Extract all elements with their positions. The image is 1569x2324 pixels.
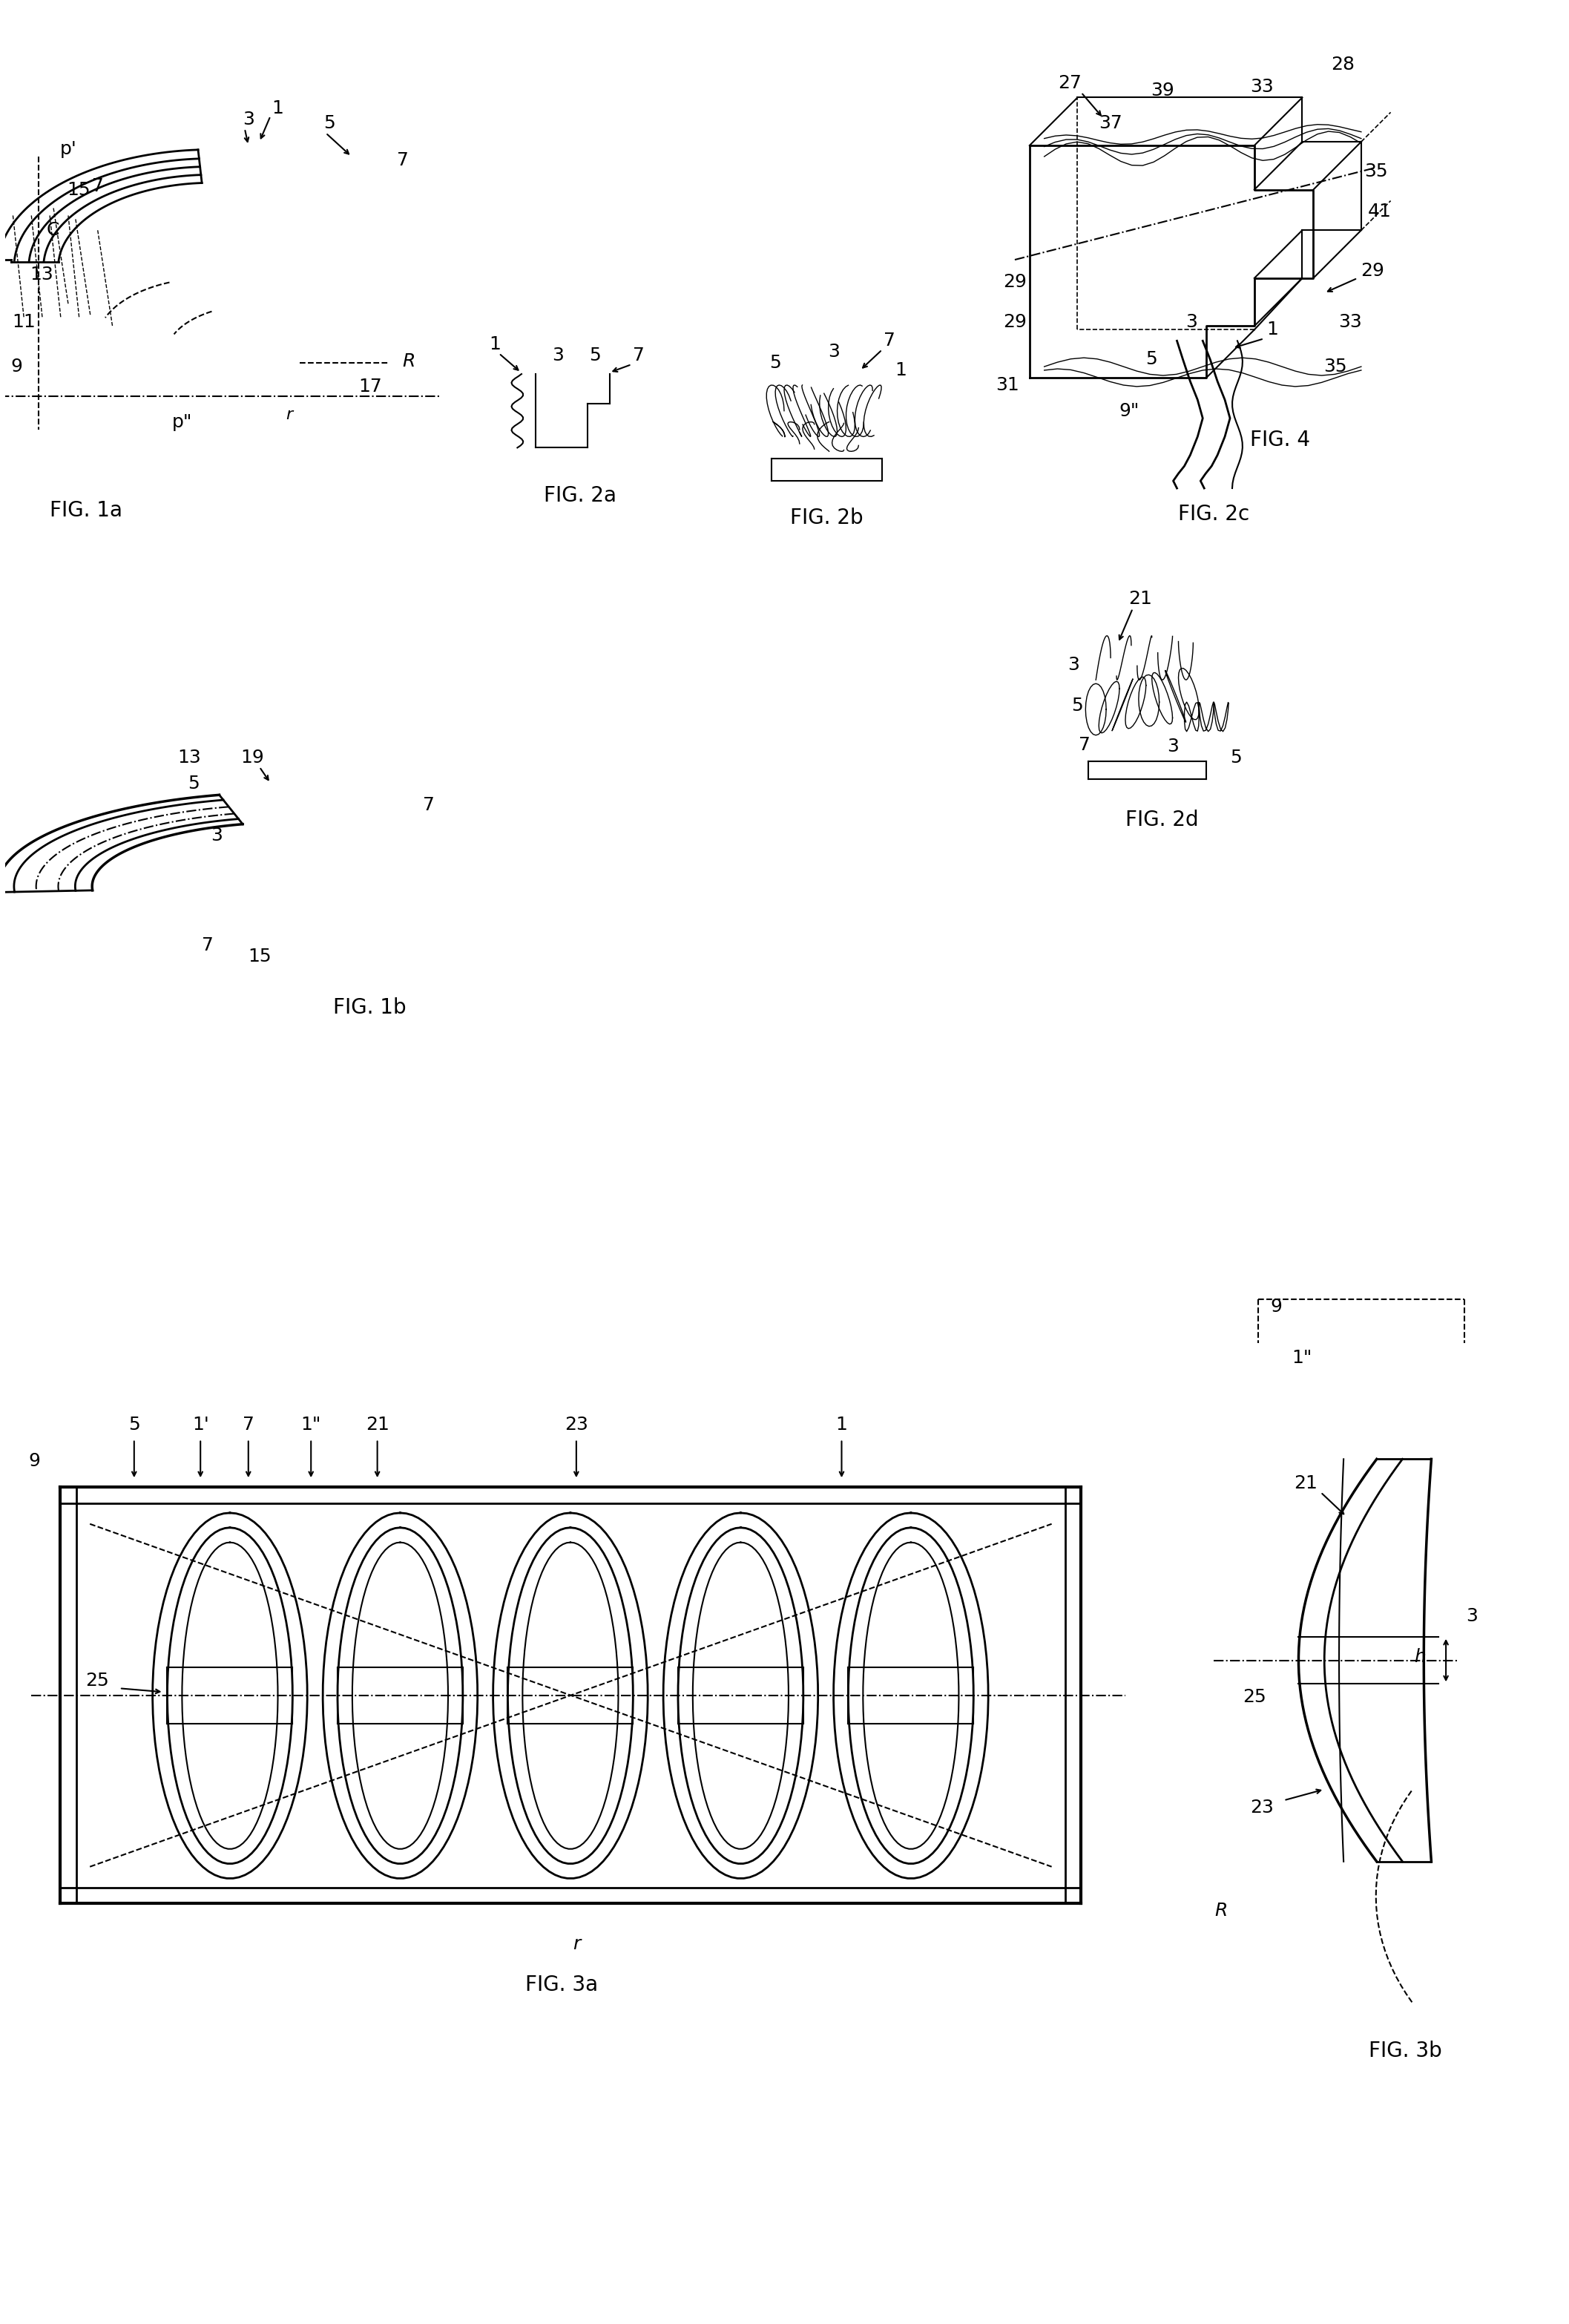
Text: FIG. 2a: FIG. 2a (543, 486, 617, 507)
Text: C: C (47, 221, 60, 239)
Text: 5: 5 (588, 346, 601, 365)
Text: 15: 15 (67, 181, 91, 198)
Text: 11: 11 (13, 314, 36, 332)
Text: 19: 19 (240, 748, 264, 767)
Text: 7: 7 (424, 797, 435, 813)
Text: 1': 1' (191, 1415, 209, 1434)
Text: 5: 5 (129, 1415, 140, 1434)
Text: FIG. 3b: FIG. 3b (1368, 2040, 1442, 2061)
Text: 13: 13 (30, 265, 53, 284)
Text: h: h (1414, 1648, 1426, 1666)
Text: 3: 3 (552, 346, 563, 365)
Text: 3: 3 (243, 112, 254, 128)
Text: 3: 3 (212, 827, 223, 844)
Text: R: R (1214, 1901, 1227, 1920)
Text: 35: 35 (1363, 163, 1387, 181)
Text: 7: 7 (632, 346, 645, 365)
Text: 9: 9 (28, 1452, 41, 1471)
Text: 28: 28 (1331, 56, 1354, 74)
Text: 1": 1" (1291, 1350, 1312, 1367)
Text: 25: 25 (85, 1671, 110, 1690)
Text: 9": 9" (1119, 402, 1139, 421)
Text: 7: 7 (397, 151, 410, 170)
Text: 3: 3 (1167, 737, 1180, 755)
Text: 29: 29 (1003, 314, 1026, 332)
Text: 23: 23 (565, 1415, 588, 1434)
Text: 21: 21 (1294, 1473, 1318, 1492)
Text: p': p' (60, 139, 77, 158)
Text: 25: 25 (1243, 1687, 1266, 1706)
Text: R: R (403, 353, 416, 370)
Text: 1: 1 (894, 363, 907, 379)
Text: 5: 5 (1072, 697, 1083, 713)
Text: 1: 1 (490, 335, 501, 353)
Text: r: r (573, 1936, 581, 1952)
Text: 7: 7 (1079, 737, 1090, 753)
Text: 29: 29 (1360, 263, 1384, 279)
Text: 7: 7 (202, 937, 213, 955)
Text: 39: 39 (1150, 81, 1174, 100)
Text: 7: 7 (243, 1415, 254, 1434)
Text: FIG. 2b: FIG. 2b (791, 507, 863, 528)
Text: 5: 5 (188, 774, 199, 792)
Text: FIG. 2c: FIG. 2c (1178, 504, 1249, 525)
Text: 9: 9 (1271, 1297, 1282, 1315)
Text: r: r (286, 407, 292, 423)
Text: 3: 3 (1465, 1608, 1478, 1624)
Text: FIG. 3a: FIG. 3a (526, 1975, 598, 1994)
Text: FIG. 1a: FIG. 1a (50, 500, 122, 521)
Text: 5: 5 (1230, 748, 1241, 767)
Text: 1: 1 (271, 100, 284, 119)
Text: 5: 5 (769, 353, 781, 372)
Text: 23: 23 (1250, 1799, 1274, 1817)
Text: 5: 5 (323, 114, 336, 132)
Text: 3: 3 (1068, 655, 1079, 674)
Text: 1: 1 (1266, 321, 1279, 339)
Text: FIG. 4: FIG. 4 (1250, 430, 1310, 451)
Text: 29: 29 (1003, 272, 1026, 290)
Text: 21: 21 (366, 1415, 389, 1434)
Text: 3: 3 (828, 344, 839, 360)
Text: 21: 21 (1128, 590, 1152, 607)
Text: 13: 13 (177, 748, 201, 767)
Text: FIG. 2d: FIG. 2d (1125, 809, 1199, 830)
Text: 37: 37 (1098, 114, 1122, 132)
Text: 35: 35 (1324, 358, 1348, 376)
Text: FIG. 1b: FIG. 1b (333, 997, 406, 1018)
Text: 3: 3 (1186, 314, 1197, 332)
Text: 7: 7 (883, 332, 896, 349)
Text: 5: 5 (1145, 351, 1156, 367)
Text: 31: 31 (996, 376, 1020, 395)
Text: 7: 7 (93, 177, 104, 195)
Text: 33: 33 (1250, 77, 1274, 95)
Text: 9: 9 (11, 358, 22, 376)
Text: p": p" (173, 414, 191, 430)
Text: 15: 15 (248, 948, 271, 964)
Text: 41: 41 (1368, 202, 1392, 221)
Text: 27: 27 (1058, 74, 1083, 91)
Text: 1": 1" (301, 1415, 322, 1434)
Text: 33: 33 (1338, 314, 1362, 332)
Text: 1: 1 (836, 1415, 847, 1434)
Text: 17: 17 (358, 376, 381, 395)
